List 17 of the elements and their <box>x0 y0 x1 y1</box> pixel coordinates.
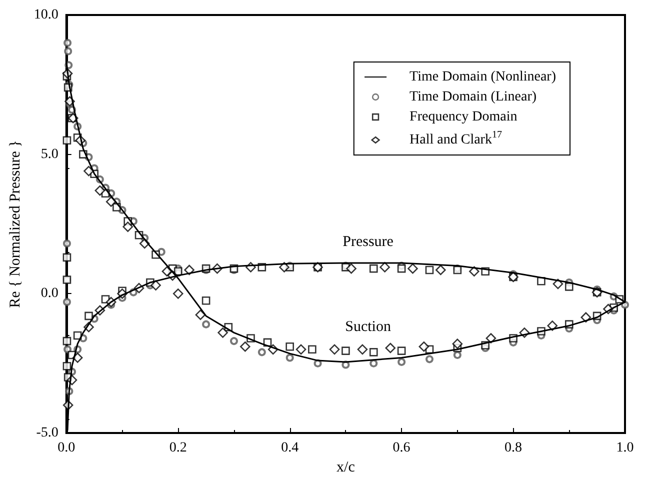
y-tick-label: 10.0 <box>34 8 58 22</box>
y-tick-label: -5.0 <box>36 426 58 440</box>
x-tick-label: 1.0 <box>616 440 634 456</box>
y-tick-label: 5.0 <box>40 146 58 162</box>
legend-label: Time Domain (Linear) <box>410 90 537 104</box>
x-tick-label: 0.8 <box>504 440 522 456</box>
y-axis-title: Re { Normalized Pressure } <box>8 140 24 308</box>
y-tick-label: 0.0 <box>40 286 58 302</box>
x-tick-label: 0.4 <box>281 440 299 456</box>
x-tick-label: 0.0 <box>58 440 76 456</box>
annotation: Pressure <box>342 234 394 250</box>
x-tick-label: 0.2 <box>169 440 187 456</box>
x-axis-title: x/c <box>336 459 356 476</box>
legend-label: Frequency Domain <box>410 110 518 124</box>
legend-label: Time Domain (Nonlinear) <box>410 70 556 84</box>
annotation: Suction <box>345 319 392 336</box>
x-tick-label: 0.6 <box>392 440 410 456</box>
